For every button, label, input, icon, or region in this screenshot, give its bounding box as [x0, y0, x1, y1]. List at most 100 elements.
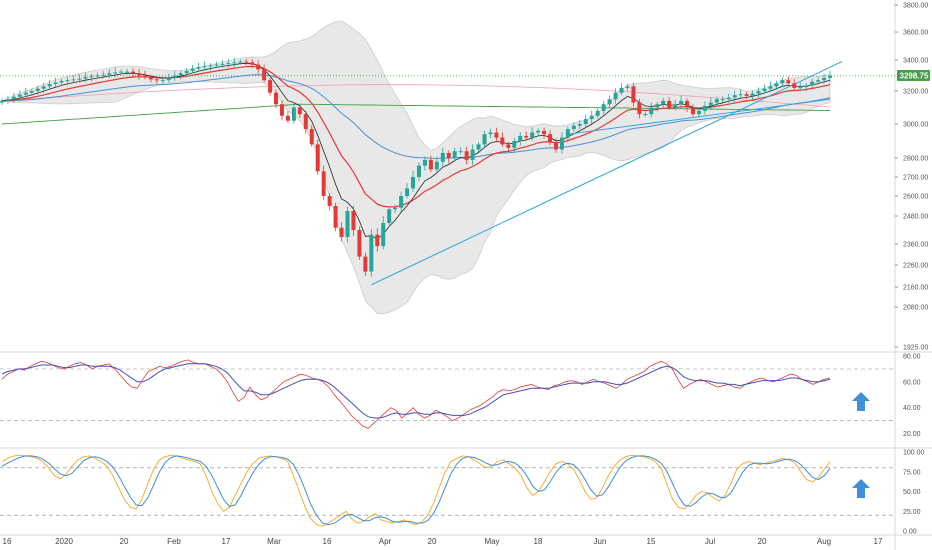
candle-body: [548, 134, 553, 143]
price-axis-tick-label: 2700.00: [903, 175, 928, 182]
time-axis-tick-label: 17: [874, 537, 883, 546]
candle-body: [0, 100, 4, 103]
price-axis-tick-label: 2260.00: [903, 263, 928, 270]
candle-body: [279, 104, 284, 116]
candle-body: [661, 100, 666, 105]
candle-body: [625, 86, 630, 88]
time-axis-tick-label: 20: [120, 537, 129, 546]
price-pane[interactable]: [0, 20, 895, 315]
candle-body: [256, 64, 261, 70]
candle-body: [291, 107, 296, 121]
candle-body: [685, 100, 690, 108]
candle-body: [780, 80, 785, 84]
stoch-axis-tick-label: 50.00: [903, 489, 921, 496]
rsi-axis-tick-label: 20.00: [903, 431, 921, 438]
candle-body: [154, 79, 159, 81]
candle-body: [565, 129, 570, 138]
price-axis-tick-label: 1925.00: [903, 345, 928, 352]
time-axis-tick-label: Jun: [594, 537, 607, 546]
candle-body: [828, 75, 832, 78]
stoch-axis-tick-label: 0.00: [903, 529, 917, 536]
candle-body: [488, 132, 493, 135]
candle-body: [768, 86, 773, 89]
candle-body: [762, 88, 767, 91]
stoch-axis-tick-label: 100.00: [903, 450, 925, 457]
candle-body: [297, 107, 302, 115]
candle-body: [232, 62, 237, 64]
candle-body: [250, 62, 255, 65]
price-axis-tick-label: 3200.00: [903, 89, 928, 96]
candle-body: [399, 196, 404, 208]
candle-body: [482, 134, 487, 145]
candle-body: [160, 80, 165, 82]
price-axis-tick-label: 2080.00: [903, 305, 928, 312]
time-axis[interactable]: 16 2020 20 Feb 17 Mar 16 Apr 20 May 18 Jun 15 Jul 20 Au…: [3, 537, 883, 546]
candle-body: [518, 135, 523, 141]
candle-body: [822, 77, 827, 81]
candle-body: [119, 71, 124, 73]
candle-body: [637, 102, 642, 115]
candle-body: [810, 81, 815, 86]
bollinger-band: [0, 20, 831, 315]
candle-body: [142, 75, 147, 78]
candle-body: [750, 93, 755, 96]
candle-body: [774, 83, 779, 87]
up-arrow-icon: [852, 479, 870, 498]
candle-body: [375, 234, 380, 247]
trendline-support: [371, 61, 843, 286]
candle-body: [631, 86, 636, 103]
candle-body: [71, 79, 76, 81]
time-axis-tick-label: 15: [647, 537, 656, 546]
candle-body: [530, 132, 535, 138]
candle-body: [11, 96, 16, 100]
candle-body: [309, 129, 314, 145]
stochastic-pane[interactable]: [0, 454, 895, 527]
candle-body: [387, 209, 392, 223]
candle-body: [571, 125, 576, 130]
candle-body: [422, 159, 427, 166]
candle-body: [416, 165, 421, 177]
candle-body: [494, 132, 499, 138]
price-axis-tick-label: 2360.00: [903, 242, 928, 249]
candle-body: [506, 144, 511, 148]
stoch-axis-tick-label: 75.00: [903, 469, 921, 476]
candle-body: [440, 152, 445, 162]
time-axis-tick-label: 2020: [55, 537, 73, 546]
candle-body: [190, 68, 195, 71]
y-axes: 3800.00 3600.00 3400.00 3200.00 3000.00 2800.…: [895, 3, 928, 536]
candle-body: [363, 256, 368, 272]
stoch-k-line: [1, 454, 831, 527]
candle-body: [607, 99, 612, 105]
candle-body: [744, 94, 749, 96]
candle-body: [53, 82, 58, 85]
moving-average-pink: [1, 84, 831, 108]
candle-body: [577, 124, 582, 126]
candle-body: [613, 92, 618, 100]
time-axis-tick-label: Aug: [817, 537, 831, 546]
candle-body: [125, 71, 130, 73]
candle-body: [714, 99, 719, 103]
candle-body: [649, 107, 654, 115]
candle-body: [798, 87, 803, 89]
candle-body: [184, 70, 189, 74]
candle-body: [208, 65, 213, 67]
time-axis-tick-label: Mar: [267, 537, 281, 546]
rsi-axis-tick-label: 80.00: [903, 354, 921, 361]
candle-body: [464, 151, 469, 160]
candle-body: [244, 61, 249, 63]
candle-body: [816, 80, 821, 82]
candle-body: [23, 92, 28, 95]
time-axis-tick-label: May: [484, 537, 499, 546]
candle-body: [268, 80, 273, 93]
candle-body: [47, 84, 52, 87]
candle-body: [345, 211, 350, 237]
candle-body: [262, 69, 267, 81]
candle-body: [601, 104, 606, 111]
candle-body: [756, 91, 761, 94]
rsi-pane[interactable]: [0, 359, 895, 429]
time-axis-tick-label: 18: [534, 537, 543, 546]
price-axis-tick-label: 2160.00: [903, 285, 928, 292]
candle-body: [172, 75, 177, 78]
candle-body: [708, 102, 713, 106]
